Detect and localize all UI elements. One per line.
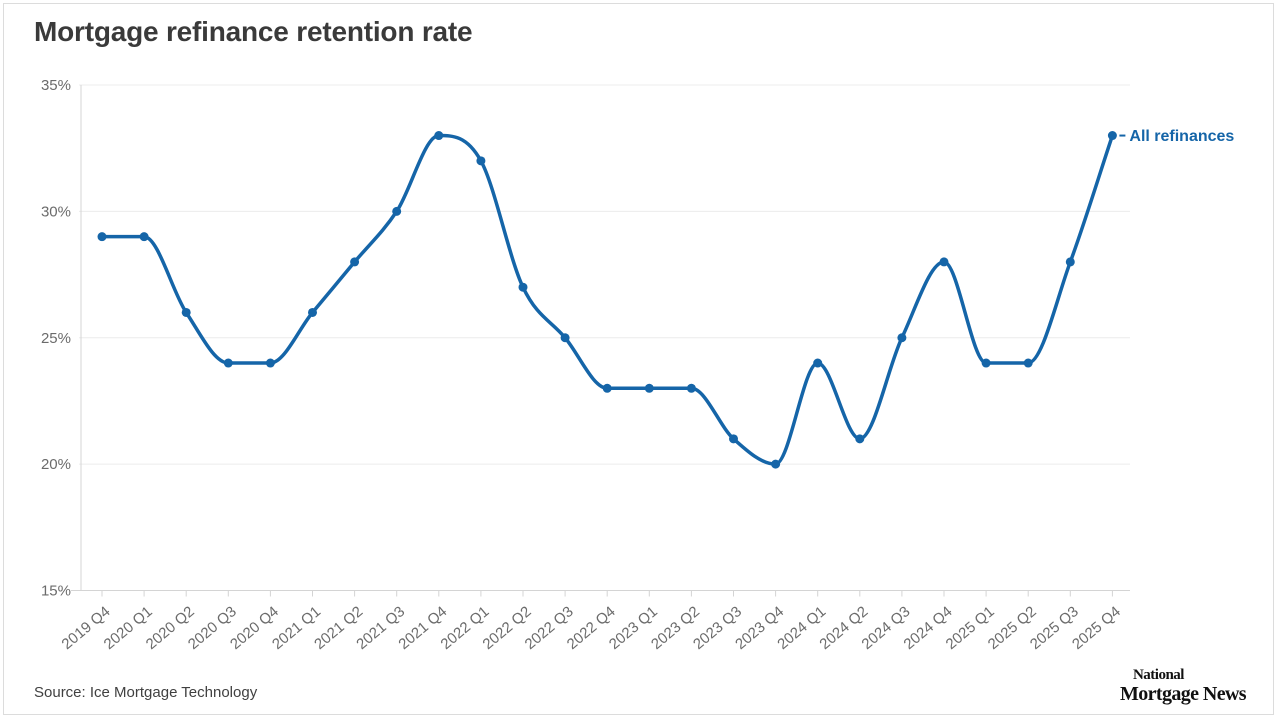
data-point-2022-Q1: [476, 156, 485, 165]
data-point-2022-Q4: [603, 384, 612, 393]
data-point-2025-Q1: [982, 359, 991, 368]
data-point-2020-Q3: [224, 359, 233, 368]
data-point-2022-Q2: [519, 283, 528, 292]
series-line: [102, 136, 1112, 465]
y-axis-label-15: 15%: [41, 583, 71, 600]
data-point-2025-Q4: [1108, 131, 1117, 140]
data-point-2023-Q3: [729, 434, 738, 443]
chart-card: Mortgage refinance retention rate 35%30%…: [3, 3, 1274, 715]
data-point-2023-Q4: [771, 460, 780, 469]
series-end-label: All refinances: [1129, 128, 1234, 145]
y-axis-label-35: 35%: [41, 77, 71, 94]
y-axis-label-20: 20%: [41, 456, 71, 473]
data-point-2021-Q2: [350, 257, 359, 266]
data-point-2021-Q4: [434, 131, 443, 140]
source-credit: Source: Ice Mortgage Technology: [34, 684, 257, 701]
data-point-2019-Q4: [98, 232, 107, 241]
logo-line2: Mortgage News: [1120, 684, 1246, 704]
data-point-2023-Q1: [645, 384, 654, 393]
data-point-2021-Q1: [308, 308, 317, 317]
y-axis-label-25: 25%: [41, 330, 71, 347]
data-point-2025-Q3: [1066, 257, 1075, 266]
data-point-2023-Q2: [687, 384, 696, 393]
data-point-2024-Q1: [813, 359, 822, 368]
publisher-logo: National Mortgage News: [1120, 668, 1246, 704]
data-point-2020-Q1: [140, 232, 149, 241]
logo-line1: National: [1133, 668, 1246, 683]
data-point-2024-Q2: [855, 434, 864, 443]
data-point-2024-Q3: [897, 333, 906, 342]
data-point-2020-Q2: [182, 308, 191, 317]
data-point-2024-Q4: [940, 257, 949, 266]
data-point-2021-Q3: [392, 207, 401, 216]
data-point-2025-Q2: [1024, 359, 1033, 368]
y-axis-label-30: 30%: [41, 203, 71, 220]
data-point-2020-Q4: [266, 359, 275, 368]
data-point-2022-Q3: [561, 333, 570, 342]
